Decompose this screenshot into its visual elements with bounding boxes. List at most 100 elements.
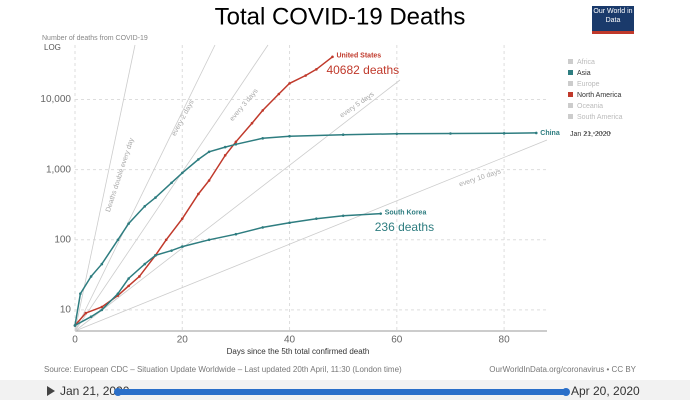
player-handle[interactable] [562,388,570,396]
player-end: Apr 20, 2020 [571,384,640,398]
y-tick-label: 1,000 [46,164,71,175]
legend-swatch [568,92,573,97]
logo-box [592,6,634,34]
point [143,205,147,208]
license: OurWorldInData.org/coronavirus • CC BY [489,365,636,374]
point [100,305,104,309]
point [180,217,184,220]
point [395,132,399,136]
point [315,68,318,71]
point [502,132,506,135]
source: Source: European CDC – Situation Update … [44,365,402,374]
point [207,150,211,154]
point [223,145,227,149]
point [304,74,307,77]
logo: Our World in Data [593,8,633,24]
x-tick-label: 40 [284,335,296,346]
point [261,137,265,140]
point [207,238,211,242]
point [250,121,254,125]
y-tick-label: 10 [60,305,72,316]
point [79,292,82,296]
point [180,245,184,248]
point [315,217,318,220]
series-label: China [540,130,560,137]
series-line [74,212,381,327]
point [170,249,173,252]
point [207,179,211,182]
player-track[interactable] [118,389,566,395]
guide-line [74,79,401,332]
legend-swatch [568,81,573,86]
point [100,262,104,266]
guide-label: Deaths double every day [105,137,136,213]
logo-text: Our World in Data [593,8,633,24]
logo-stripe [592,31,634,34]
legend-label: North America [577,92,621,99]
series-label: South Korea [385,209,427,216]
guide-label: every 5 days [339,91,376,120]
guide-label: every 2 days [171,99,196,138]
point [379,212,383,215]
point [449,132,452,135]
guide-line [74,44,269,332]
point [180,171,184,175]
point [138,275,141,278]
point [261,109,265,112]
point [341,133,345,137]
point [170,181,173,185]
point [197,158,200,161]
point [234,143,238,146]
chart-title: Total COVID-19 Deaths [215,3,466,30]
legend-swatch [568,114,573,119]
point [84,311,88,315]
timeline-start: Jan 21, 2020 [570,131,611,138]
point [143,262,147,266]
x-tick-label: 60 [391,335,403,346]
point [89,315,93,318]
point [127,277,130,280]
legend-label: South America [577,114,623,121]
legend-label: Africa [577,59,595,66]
point [534,131,538,135]
point [288,221,291,225]
point [89,275,93,278]
point [154,196,157,199]
point [277,92,281,96]
legend-swatch [568,59,573,64]
point [234,140,238,144]
player-start: Jan 21, 2020 [60,384,130,398]
point [127,222,130,225]
play-button[interactable] [47,386,55,396]
legend-label: Oceania [577,103,603,110]
x-tick-label: 20 [177,335,189,346]
guide-line [74,44,216,332]
legend-swatch [568,70,573,75]
guide-label: every 10 days [458,168,502,188]
guide-line [74,44,136,332]
legend-swatch [568,103,573,108]
point [234,232,238,236]
point [331,55,334,59]
player-handle[interactable] [114,388,122,396]
point [261,226,265,229]
point [116,292,120,296]
y-axis-label: Number of deaths from COVID-19 [42,35,148,42]
guide-label: every 3 days [229,87,260,122]
point [164,238,168,242]
scale-label: LOG [44,43,61,52]
point [197,192,200,196]
y-tick-label: 10,000 [40,94,71,105]
series-annotation: 40682 deaths [326,63,399,77]
point [100,308,104,312]
y-tick-label: 100 [54,234,71,245]
x-axis-label: Days since the 5th total confirmed death [227,347,370,356]
x-tick-label: 0 [72,335,78,346]
x-tick-label: 80 [499,335,511,346]
series-line [74,56,333,326]
point [116,238,120,242]
point [288,134,291,138]
point [154,254,157,257]
